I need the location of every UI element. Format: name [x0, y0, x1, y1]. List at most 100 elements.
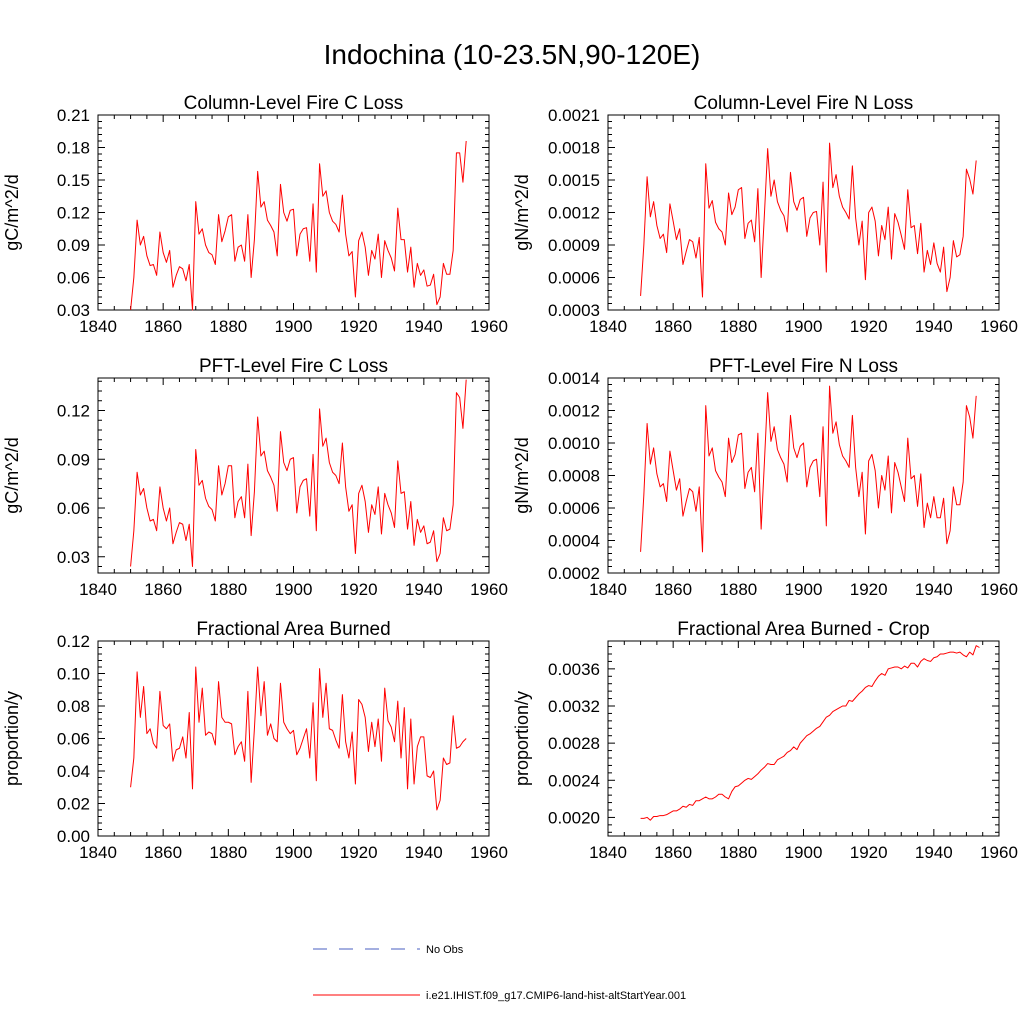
x-tick-label: 1840: [589, 317, 627, 336]
chart-panel: PFT-Level Fire N Loss 1840 1860 1880 1900 192…: [512, 356, 1018, 599]
x-tick-label: 1920: [850, 317, 888, 336]
y-tick-label: 0.0036: [548, 660, 600, 679]
series-line: [130, 666, 467, 811]
y-axis-label: gC/m^2/d: [2, 174, 22, 250]
x-tick-label: 1860: [654, 317, 692, 336]
x-tick-label: 1920: [850, 843, 888, 862]
x-tick-label: 1940: [405, 580, 443, 599]
x-tick-label: 1960: [470, 843, 508, 862]
series-line: [640, 385, 977, 553]
y-tick-label: 0.03: [57, 548, 90, 567]
x-tick-label: 1860: [144, 580, 182, 599]
x-tick-label: 1940: [915, 843, 953, 862]
x-tick-label: 1900: [275, 843, 313, 862]
y-tick-label: 0.18: [57, 139, 90, 158]
x-tick-label: 1900: [785, 580, 823, 599]
y-tick-label: 0.12: [57, 402, 90, 421]
panel-title: PFT-Level Fire N Loss: [709, 356, 898, 377]
y-tick-label: 0.0008: [548, 467, 600, 486]
x-tick-label: 1840: [589, 843, 627, 862]
legend-label: i.e21.IHIST.f09_g17.CMIP6-land-hist-altS…: [426, 990, 686, 1002]
y-tick-label: 0.02: [57, 795, 90, 814]
y-tick-label: 0.03: [57, 301, 90, 320]
y-tick-label: 0.0014: [548, 369, 600, 388]
y-tick-label: 0.06: [57, 730, 90, 749]
x-tick-label: 1880: [209, 317, 247, 336]
x-tick-label: 1840: [589, 580, 627, 599]
plot-frame: [97, 377, 490, 574]
y-tick-label: 0.04: [57, 762, 90, 781]
series-line: [640, 645, 980, 821]
y-tick-label: 0.0010: [548, 434, 600, 453]
x-tick-label: 1840: [79, 843, 117, 862]
y-tick-label: 0.0032: [548, 697, 600, 716]
x-tick-label: 1860: [654, 843, 692, 862]
plot-frame: [97, 640, 490, 837]
x-tick-label: 1960: [980, 317, 1018, 336]
y-tick-label: 0.0009: [548, 236, 600, 255]
y-axis-label: gC/m^2/d: [2, 437, 22, 513]
y-tick-label: 0.12: [57, 632, 90, 651]
y-tick-label: 0.0024: [548, 771, 600, 790]
legend-label: No Obs: [426, 944, 464, 956]
x-tick-label: 1860: [144, 317, 182, 336]
x-tick-label: 1900: [275, 580, 313, 599]
y-tick-label: 0.0018: [548, 139, 600, 158]
x-tick-label: 1940: [915, 580, 953, 599]
y-tick-label: 0.09: [57, 450, 90, 469]
chart-panel: Column-Level Fire N Loss 1840 1860 1880 1900…: [512, 93, 1018, 336]
chart-panel: PFT-Level Fire C Loss 1840 1860 1880 1900 192…: [2, 356, 508, 599]
y-tick-label: 0.12: [57, 204, 90, 223]
x-tick-label: 1920: [850, 580, 888, 599]
x-tick-label: 1880: [209, 843, 247, 862]
y-tick-label: 0.0012: [548, 204, 600, 223]
x-tick-label: 1900: [785, 843, 823, 862]
x-tick-label: 1900: [275, 317, 313, 336]
x-tick-label: 1920: [340, 843, 378, 862]
y-tick-label: 0.21: [57, 106, 90, 125]
x-tick-label: 1940: [915, 317, 953, 336]
y-tick-label: 0.0006: [548, 499, 600, 518]
y-axis-label: gN/m^2/d: [512, 174, 532, 250]
y-tick-label: 0.0003: [548, 301, 600, 320]
y-tick-label: 0.0004: [548, 532, 600, 551]
plot-frame: [607, 640, 1000, 837]
x-tick-label: 1880: [719, 580, 757, 599]
y-tick-label: 0.10: [57, 665, 90, 684]
chart-panels: Column-Level Fire C Loss 1840 1860 1880 1900…: [2, 93, 1018, 862]
y-tick-label: 0.0002: [548, 564, 600, 583]
y-tick-label: 0.0006: [548, 269, 600, 288]
x-tick-label: 1940: [405, 843, 443, 862]
chart-panel: Fractional Area Burned - Crop 1840 1860 188…: [512, 619, 1018, 862]
x-tick-label: 1880: [719, 843, 757, 862]
y-tick-label: 0.0015: [548, 171, 600, 190]
chart-panel: Column-Level Fire C Loss 1840 1860 1880 1900…: [2, 93, 508, 336]
y-tick-label: 0.0012: [548, 402, 600, 421]
panel-title: Column-Level Fire N Loss: [694, 93, 914, 114]
x-tick-label: 1860: [654, 580, 692, 599]
y-tick-label: 0.0021: [548, 106, 600, 125]
series-line: [640, 142, 977, 298]
series-line: [130, 379, 467, 567]
chart-panel: Fractional Area Burned 1840 1860 1880 1900 19…: [2, 619, 508, 862]
x-tick-label: 1920: [340, 317, 378, 336]
panel-title: PFT-Level Fire C Loss: [199, 356, 388, 377]
y-axis-label: proportion/y: [512, 691, 532, 786]
x-tick-label: 1960: [470, 317, 508, 336]
panel-title: Fractional Area Burned - Crop: [677, 619, 929, 640]
y-tick-label: 0.09: [57, 236, 90, 255]
x-tick-label: 1920: [340, 580, 378, 599]
y-tick-label: 0.0028: [548, 734, 600, 753]
figure-title: Indochina (10-23.5N,90-120E): [324, 39, 701, 70]
plot-frame: [607, 114, 1000, 311]
x-tick-label: 1960: [980, 580, 1018, 599]
x-tick-label: 1900: [785, 317, 823, 336]
y-tick-label: 0.06: [57, 269, 90, 288]
y-tick-label: 0.15: [57, 171, 90, 190]
y-tick-label: 0.06: [57, 499, 90, 518]
series-line: [130, 140, 467, 311]
y-tick-label: 0.08: [57, 697, 90, 716]
x-tick-label: 1880: [719, 317, 757, 336]
x-tick-label: 1960: [980, 843, 1018, 862]
